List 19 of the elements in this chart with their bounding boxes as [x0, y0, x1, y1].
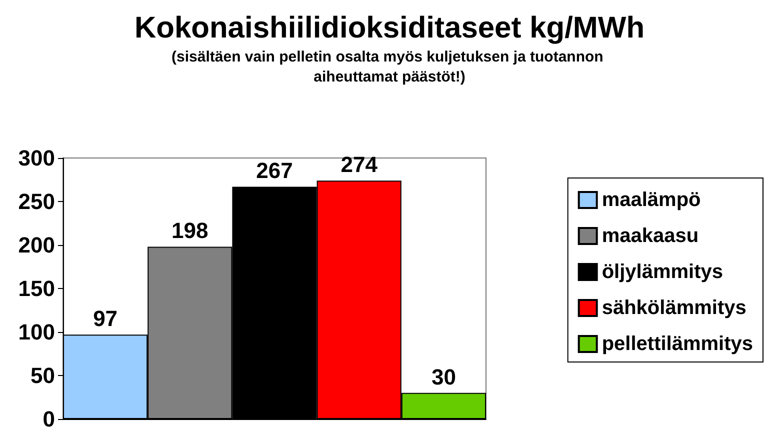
- legend-label: pellettilämmitys: [602, 333, 754, 355]
- y-tick-label: 250: [18, 189, 55, 214]
- y-tick-label: 150: [18, 276, 55, 301]
- legend-label: maalämpö: [602, 189, 701, 211]
- chart-title: Kokonaishiilidioksiditaseet kg/MWh: [134, 12, 645, 44]
- data-label: 274: [340, 152, 378, 178]
- chart-subtitle: (sisältäen vain pelletin osalta myös kuljetuksen ja tuotannon aiheuttamat päästöt!): [172, 48, 608, 86]
- data-label: 198: [172, 218, 208, 244]
- y-tick-label: 200: [18, 232, 55, 258]
- data-label: 30: [431, 364, 456, 390]
- y-tick-label: 100: [18, 320, 55, 344]
- legend-label: sähkölämmitys: [602, 297, 746, 319]
- legend-label: maakaasu: [602, 225, 699, 247]
- data-label: 267: [256, 158, 293, 184]
- y-tick-label: 50: [30, 363, 55, 388]
- data-label: 97: [93, 306, 118, 332]
- legend-label: öljylämmitys: [602, 261, 724, 283]
- y-tick-label: 300: [18, 146, 55, 170]
- y-tick-label: 0: [42, 406, 55, 432]
